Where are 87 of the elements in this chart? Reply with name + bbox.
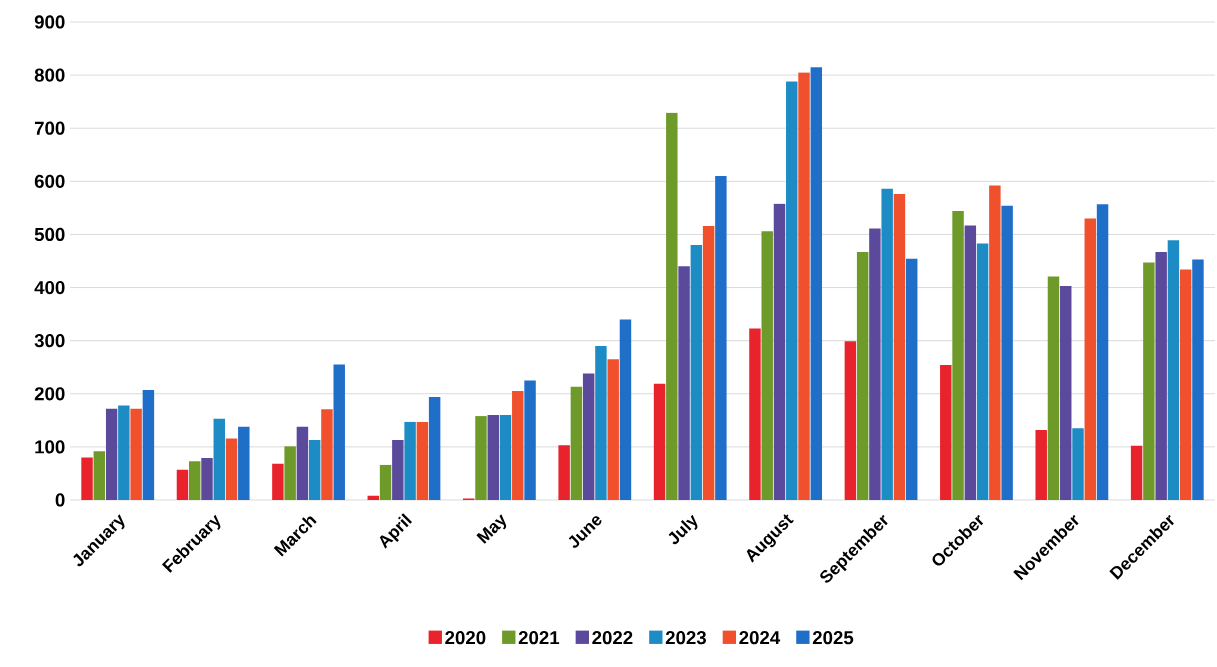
bar [798,72,810,500]
bar [512,391,524,500]
bar [93,451,106,500]
bar [201,458,213,500]
bar [940,365,952,500]
legend-label: 2021 [518,631,560,645]
bar [1001,205,1013,500]
bar [1130,445,1143,500]
legend-label: 2022 [592,631,633,645]
bar [678,266,690,500]
bar [1155,251,1167,500]
bar [952,211,964,500]
bar [761,231,773,500]
bar [118,405,130,500]
bar [1072,428,1084,500]
bar [428,396,441,500]
bar [213,418,225,500]
bar [653,383,666,500]
bar [558,445,570,500]
bar [570,386,583,500]
bar [321,409,333,500]
bar [499,415,512,500]
bar [666,112,678,500]
bar [1192,259,1204,500]
bar [1084,218,1097,500]
bar [1060,285,1072,500]
y-tick-label: 300 [34,334,65,348]
bar [595,345,607,500]
bar [773,203,786,500]
bar [416,421,429,500]
bar [786,81,798,500]
bar [308,439,321,500]
bar [1167,240,1180,500]
y-tick-label: 700 [34,121,65,135]
y-tick-label: 900 [34,15,65,29]
bar [976,243,989,500]
bar [582,373,595,500]
bar [690,245,703,500]
legend-label: 2024 [739,631,781,645]
bar [524,380,536,500]
bar [176,469,189,500]
bar [607,359,619,500]
bar [1143,262,1155,500]
y-tick-label: 600 [34,174,65,188]
bar [810,67,823,500]
bar [379,464,392,500]
bar [81,457,93,500]
bar [189,461,201,500]
bar [392,439,404,500]
y-tick-label: 800 [34,68,65,82]
bar [619,319,632,500]
bar [1179,269,1192,500]
bar [284,446,296,500]
bar [404,421,416,500]
bar [856,251,869,500]
y-tick-label: 200 [34,387,65,401]
bar [893,194,906,500]
bar [487,415,499,500]
bar [844,341,857,500]
bar [964,225,977,500]
bar [367,495,380,500]
legend-label: 2023 [665,631,707,645]
bar [142,390,155,500]
bar [1047,276,1060,500]
bar [715,176,727,500]
y-tick-label: 0 [55,493,65,507]
bar [105,408,118,500]
bar [702,225,715,500]
bar [989,185,1001,500]
legend-label: 2025 [812,631,854,645]
y-tick-label: 100 [35,440,65,454]
bar [905,258,918,500]
bar [869,228,881,500]
y-tick-label: 400 [34,280,65,295]
y-tick-label: 500 [34,227,65,242]
legend-label: 2020 [445,631,486,645]
bar [130,408,142,500]
bar [272,463,284,500]
bar [749,328,761,500]
bar [225,438,238,500]
bar [475,416,487,500]
bar [1035,429,1047,500]
bar [333,364,345,500]
bar [296,426,309,500]
bar [238,426,250,500]
bar [1096,204,1109,500]
bar [881,188,893,500]
